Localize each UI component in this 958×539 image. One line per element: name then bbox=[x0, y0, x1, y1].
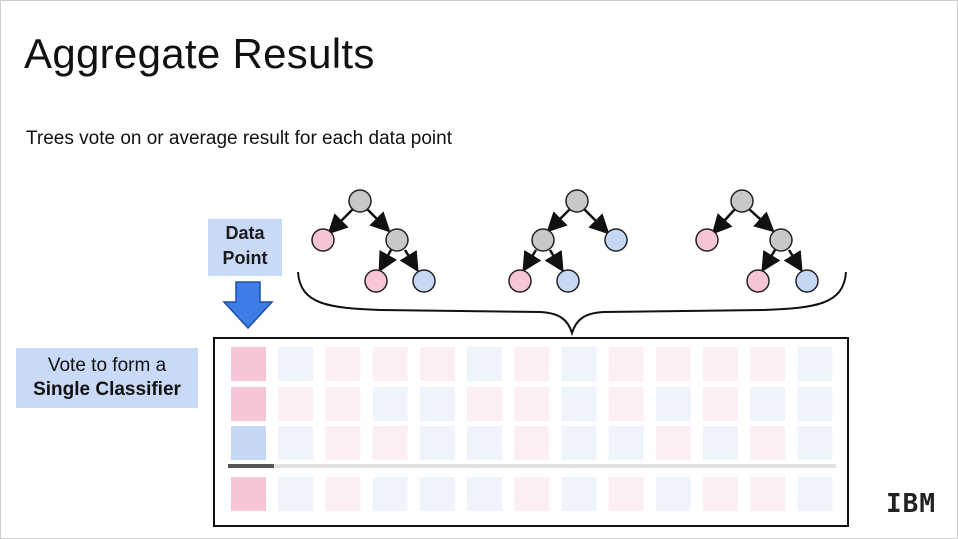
tree-3 bbox=[695, 189, 819, 293]
vote-line2: Single Classifier bbox=[33, 379, 181, 400]
vote-cell bbox=[325, 347, 361, 381]
result-cell bbox=[561, 477, 597, 511]
vote-cell bbox=[278, 347, 314, 381]
slide-title: Aggregate Results bbox=[24, 30, 375, 77]
vote-cell bbox=[703, 426, 738, 460]
vote-cell bbox=[467, 347, 502, 381]
result-cell bbox=[750, 477, 786, 511]
vote-cell bbox=[325, 426, 361, 460]
result-cell bbox=[655, 477, 691, 511]
vote-cell bbox=[703, 387, 738, 421]
vote-cell bbox=[561, 387, 597, 421]
vote-cell bbox=[655, 426, 691, 460]
result-cell bbox=[797, 477, 833, 511]
vote-cell bbox=[514, 387, 550, 421]
down-arrow-icon bbox=[222, 281, 274, 330]
vote-cell bbox=[608, 387, 644, 421]
slide-subtitle: Trees vote on or average result for each… bbox=[26, 128, 452, 149]
vote-cell bbox=[325, 387, 361, 421]
vote-cell bbox=[467, 426, 502, 460]
data-point-line2: Point bbox=[222, 248, 268, 268]
result-cell bbox=[231, 477, 266, 511]
vote-cell bbox=[561, 347, 597, 381]
data-point-label: Data Point bbox=[208, 219, 282, 276]
vote-cell bbox=[514, 426, 550, 460]
vote-cell bbox=[655, 387, 691, 421]
result-cell bbox=[467, 477, 502, 511]
vote-cell bbox=[797, 347, 833, 381]
tree-node bbox=[746, 269, 770, 293]
tree-node bbox=[364, 269, 388, 293]
tree-1 bbox=[311, 189, 436, 293]
tree-node bbox=[556, 269, 580, 293]
vote-cell bbox=[514, 347, 550, 381]
grid-cells bbox=[231, 347, 833, 511]
vote-cell bbox=[372, 347, 408, 381]
vote-cell bbox=[655, 347, 691, 381]
tree-node bbox=[385, 228, 409, 252]
tree-node bbox=[508, 269, 532, 293]
tree-node bbox=[769, 228, 793, 252]
tree-node bbox=[730, 189, 754, 213]
vote-cell bbox=[750, 387, 786, 421]
vote-cell bbox=[231, 387, 266, 421]
vote-cell bbox=[750, 347, 786, 381]
vote-cell bbox=[372, 387, 408, 421]
tree-node bbox=[531, 228, 555, 252]
result-cell bbox=[608, 477, 644, 511]
tree-node bbox=[565, 189, 589, 213]
result-cell bbox=[325, 477, 361, 511]
tree-node bbox=[695, 228, 719, 252]
tree-node bbox=[412, 269, 436, 293]
curly-brace bbox=[297, 271, 847, 337]
tree-node bbox=[348, 189, 372, 213]
vote-cell bbox=[231, 347, 266, 381]
vote-cell bbox=[278, 426, 314, 460]
vote-cell bbox=[608, 347, 644, 381]
vote-cell bbox=[561, 426, 597, 460]
vote-label: Vote to form a Single Classifier bbox=[16, 348, 198, 408]
vote-cell bbox=[467, 387, 502, 421]
vote-cell bbox=[231, 426, 266, 460]
vote-cell bbox=[372, 426, 408, 460]
vote-cell bbox=[797, 426, 833, 460]
result-cell bbox=[419, 477, 455, 511]
vote-cell bbox=[278, 387, 314, 421]
ibm-logo: IBM bbox=[886, 489, 936, 519]
tree-node bbox=[311, 228, 335, 252]
vote-cell bbox=[703, 347, 738, 381]
result-cell bbox=[514, 477, 550, 511]
result-cell bbox=[703, 477, 738, 511]
vote-grid-box bbox=[213, 337, 849, 527]
vote-cell bbox=[797, 387, 833, 421]
vote-cell bbox=[419, 347, 455, 381]
result-cell bbox=[278, 477, 314, 511]
vote-line1: Vote to form a bbox=[47, 355, 167, 376]
tree-node bbox=[795, 269, 819, 293]
data-point-line1: Data bbox=[225, 223, 265, 243]
tree-node bbox=[604, 228, 628, 252]
vote-cell bbox=[419, 426, 455, 460]
vote-cell bbox=[608, 426, 644, 460]
vote-cell bbox=[419, 387, 455, 421]
result-cell bbox=[372, 477, 408, 511]
vote-cell bbox=[750, 426, 786, 460]
tree-2 bbox=[508, 189, 628, 293]
